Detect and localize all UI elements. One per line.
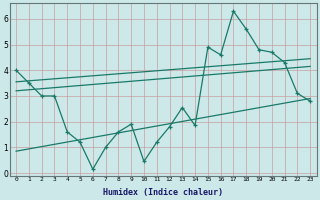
X-axis label: Humidex (Indice chaleur): Humidex (Indice chaleur) — [103, 188, 223, 197]
